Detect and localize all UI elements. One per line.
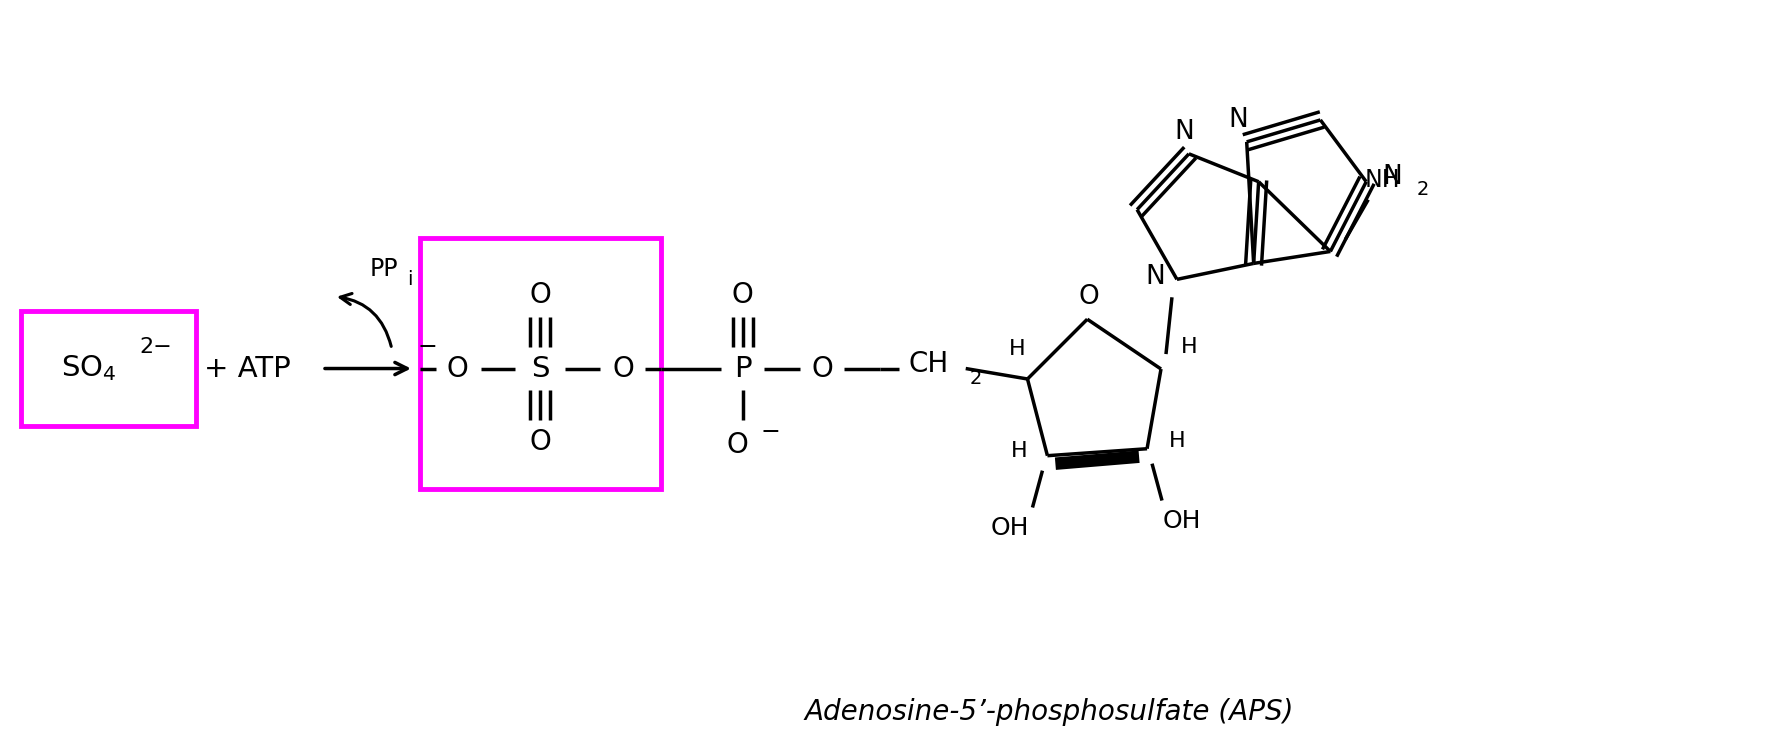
Text: OH: OH — [1163, 509, 1201, 533]
Text: N: N — [1174, 119, 1193, 145]
Text: H: H — [1181, 337, 1197, 357]
Text: N: N — [1229, 107, 1249, 133]
Text: −: − — [417, 335, 437, 359]
Bar — [419, 237, 660, 489]
Text: O: O — [530, 281, 551, 309]
Text: i: i — [407, 270, 412, 289]
Text: O: O — [731, 281, 753, 309]
Text: H: H — [1012, 441, 1028, 460]
Text: PP: PP — [369, 258, 398, 282]
Text: 2−: 2− — [139, 336, 171, 357]
Text: O: O — [1079, 285, 1099, 310]
Text: O: O — [446, 354, 469, 382]
Text: 2: 2 — [969, 369, 981, 388]
Text: N: N — [1145, 264, 1165, 291]
Text: P: P — [733, 354, 751, 382]
Text: N: N — [1383, 164, 1402, 190]
Text: SO$_4$: SO$_4$ — [61, 354, 116, 384]
Text: O: O — [530, 428, 551, 457]
Text: O: O — [726, 431, 749, 460]
Text: 2: 2 — [1416, 180, 1429, 199]
Text: O: O — [612, 354, 633, 382]
Text: −: − — [760, 421, 780, 445]
Text: Adenosine-5’-phosphosulfate (APS): Adenosine-5’-phosphosulfate (APS) — [805, 698, 1293, 725]
Text: NH: NH — [1365, 167, 1400, 192]
Text: + ATP: + ATP — [203, 354, 291, 382]
Text: S: S — [532, 354, 549, 382]
Text: H: H — [1169, 431, 1185, 451]
Text: O: O — [812, 354, 833, 382]
Text: CH: CH — [908, 349, 949, 378]
Bar — [21, 311, 196, 426]
Text: H: H — [1010, 339, 1026, 359]
Text: OH: OH — [990, 517, 1029, 541]
